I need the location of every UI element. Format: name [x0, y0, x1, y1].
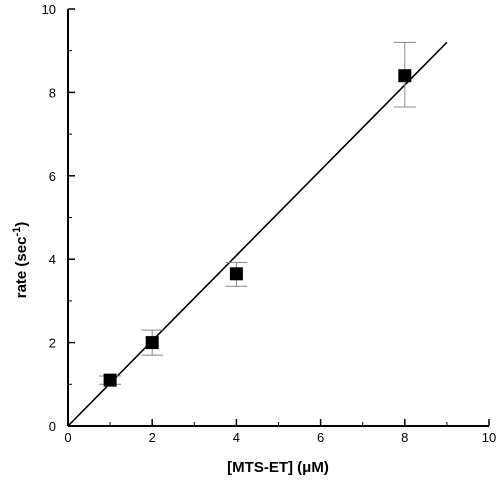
x-tick-label: 8 — [401, 430, 408, 445]
fit-line-group — [67, 41, 448, 427]
data-point — [99, 373, 122, 387]
y-tick-label: 8 — [49, 85, 56, 100]
square-marker — [103, 373, 117, 387]
y-tick-label: 4 — [49, 252, 56, 267]
data-point — [393, 41, 416, 108]
y-tick-label: 6 — [49, 169, 56, 184]
axes: 0 2 4 6 8 10 0 2 4 6 8 10 — [42, 2, 497, 445]
x-tick-label: 10 — [482, 430, 496, 445]
x-tick-label: 6 — [317, 430, 324, 445]
y-axis-title-close: ) — [13, 222, 30, 227]
y-tick-label: 0 — [49, 419, 56, 434]
y-tick-label: 10 — [42, 2, 56, 17]
fit-line — [67, 41, 448, 427]
y-tick-label: 2 — [49, 336, 56, 351]
data-point — [141, 329, 164, 356]
data-point — [225, 262, 248, 287]
y-axis-title-sup: -1 — [11, 227, 23, 237]
square-marker — [145, 336, 159, 350]
y-axis-title-main: rate (sec — [13, 237, 30, 299]
x-tick-label: 4 — [233, 430, 240, 445]
data-points — [99, 41, 416, 387]
y-axis-title: rate (sec-1) — [11, 222, 30, 299]
x-tick-label: 2 — [149, 430, 156, 445]
x-tick-label: 0 — [64, 430, 71, 445]
x-axis-title: [MTS-ET] (μM) — [227, 459, 329, 476]
square-marker — [398, 69, 412, 83]
square-marker — [229, 267, 243, 281]
